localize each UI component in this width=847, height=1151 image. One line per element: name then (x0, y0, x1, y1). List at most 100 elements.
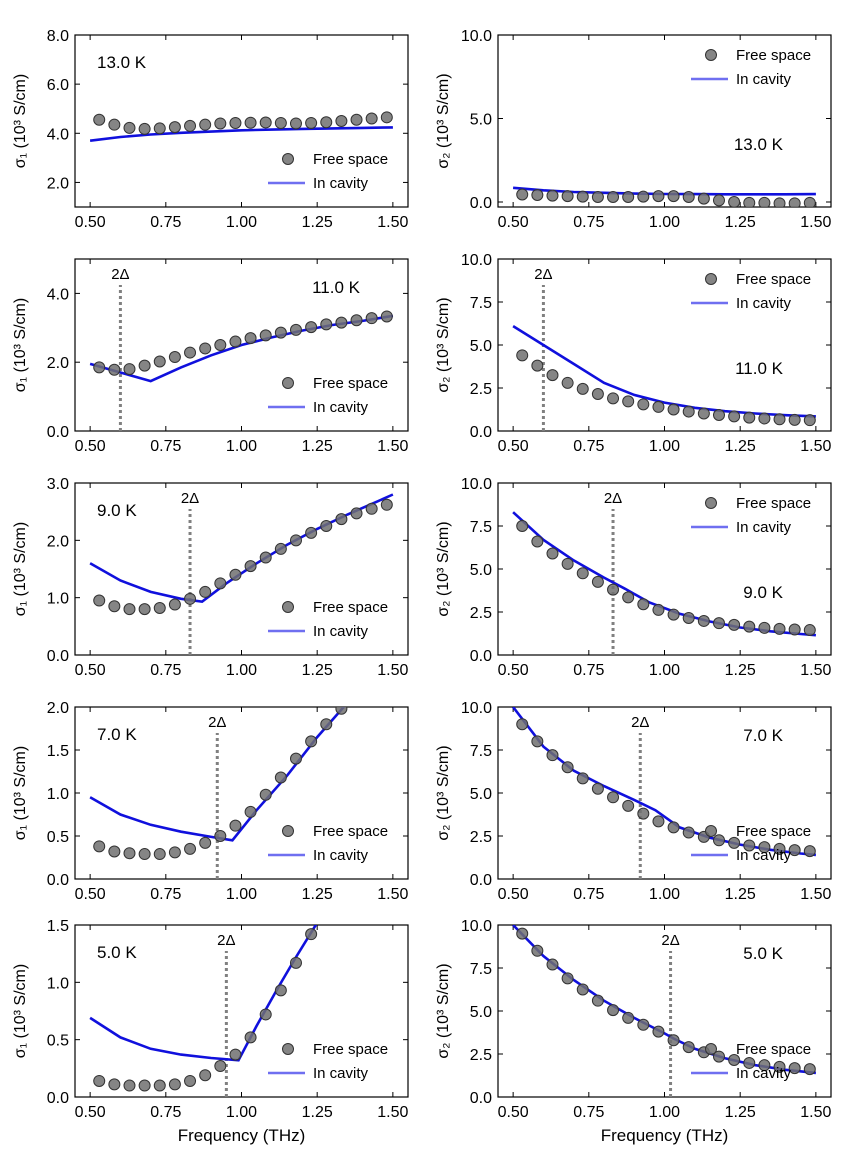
free-space-point (561, 972, 574, 985)
legend-free-space-label: Free space (313, 375, 388, 392)
y-tick-label: 5.0 (470, 786, 492, 803)
temperature-label: 9.0 K (97, 501, 137, 520)
free-space-point (516, 718, 529, 731)
y-axis-label: σ₁ (10³ S/cm) (12, 522, 29, 616)
y-tick-label: 1.0 (47, 975, 69, 992)
x-axis-label: Frequency (THz) (601, 1126, 729, 1145)
legend-free-space-label: Free space (313, 1041, 388, 1058)
free-space-point (335, 316, 348, 329)
free-space-point (214, 1060, 227, 1073)
free-space-point (546, 547, 559, 560)
in-cavity-line (89, 925, 318, 1062)
free-space-point (591, 782, 604, 795)
free-space-point (305, 116, 318, 129)
free-space-point (712, 1050, 725, 1063)
legend-in-cavity-label: In cavity (313, 399, 369, 416)
free-space-point (728, 836, 741, 849)
free-space-point (380, 498, 393, 511)
free-space-point (108, 845, 121, 858)
free-space-point (199, 118, 212, 131)
gap-label: 2Δ (181, 490, 199, 507)
free-space-point (531, 535, 544, 548)
legend: Free space In cavity (268, 823, 388, 864)
free-space-point (244, 1031, 257, 1044)
y-tick-label: 0.0 (470, 1090, 492, 1107)
y-tick-label: 0.0 (47, 1090, 69, 1107)
free-space-point (773, 622, 786, 635)
x-tick-label: 1.50 (800, 886, 831, 903)
free-space-point (138, 848, 151, 861)
legend-free-space-marker (705, 49, 717, 61)
free-space-point (697, 614, 710, 627)
x-tick-label: 1.50 (800, 1104, 831, 1121)
temperature-label: 13.0 K (734, 135, 784, 154)
free-space-point (305, 321, 318, 334)
free-space-point (184, 346, 197, 359)
gap-label: 2Δ (661, 932, 679, 949)
free-space-point (652, 815, 665, 828)
legend-in-cavity-label: In cavity (736, 1065, 792, 1082)
y-tick-label: 0.0 (470, 424, 492, 441)
free-space-point (259, 116, 272, 129)
free-space-point (682, 612, 695, 625)
legend: Free space In cavity (691, 823, 811, 864)
x-tick-label: 1.25 (302, 662, 333, 679)
free-space-point (168, 598, 181, 611)
free-space-point (682, 826, 695, 839)
legend: Free space In cavity (691, 271, 811, 312)
legend-free-space-label: Free space (313, 823, 388, 840)
gap-label: 2Δ (208, 714, 226, 731)
y-tick-label: 0.0 (47, 424, 69, 441)
free-space-point (682, 1041, 695, 1054)
free-space-point (229, 819, 242, 832)
y-tick-label: 2.5 (470, 1047, 492, 1064)
free-space-point (350, 314, 363, 327)
y-tick-label: 5.0 (470, 562, 492, 579)
free-space-point (516, 927, 529, 940)
free-space-point (184, 1074, 197, 1087)
free-space-point (516, 349, 529, 362)
free-space-point (773, 842, 786, 855)
free-space-point (682, 190, 695, 203)
free-space-point (184, 592, 197, 605)
free-space-point (365, 112, 378, 125)
y-tick-label: 2.0 (47, 533, 69, 550)
free-space-point (274, 542, 287, 555)
legend-free-space-label: Free space (313, 599, 388, 616)
legend: Free space In cavity (268, 375, 388, 416)
free-space-point (622, 395, 635, 408)
free-space-point (591, 575, 604, 588)
legend: Free space In cavity (268, 151, 388, 192)
free-space-point (758, 621, 771, 634)
legend: Free space In cavity (268, 1041, 388, 1082)
y-tick-label: 10.0 (461, 918, 492, 935)
free-space-point (743, 839, 756, 852)
panel-s1_5K: 0.50 0.75 1.00 1.25 1.50 0.0 0.5 1.0 1.5 σ₁ (10³ … (12, 918, 409, 1145)
legend-free-space-marker (282, 601, 294, 613)
x-tick-label: 1.00 (649, 886, 680, 903)
x-tick-label: 1.25 (725, 438, 756, 455)
x-tick-label: 0.50 (498, 886, 529, 903)
free-space-point (259, 551, 272, 564)
free-space-point (667, 190, 680, 203)
free-space-point (788, 623, 801, 636)
free-space-point (259, 329, 272, 342)
free-space-point (244, 116, 257, 129)
free-space-point (561, 557, 574, 570)
free-space-point (274, 771, 287, 784)
y-axis-label: σ₂ (10³ S/cm) (435, 745, 452, 840)
free-space-point (743, 411, 756, 424)
x-tick-label: 1.00 (226, 1104, 257, 1121)
free-space-point (607, 583, 620, 596)
gap-label: 2Δ (534, 266, 552, 283)
free-space-point (712, 834, 725, 847)
free-space-point (229, 116, 242, 129)
x-tick-label: 1.00 (649, 214, 680, 231)
free-space-point (758, 1059, 771, 1072)
x-tick-label: 0.50 (498, 214, 529, 231)
free-space-point (576, 567, 589, 580)
y-tick-label: 0.0 (470, 648, 492, 665)
free-space-point (576, 382, 589, 395)
y-tick-label: 2.5 (470, 605, 492, 622)
